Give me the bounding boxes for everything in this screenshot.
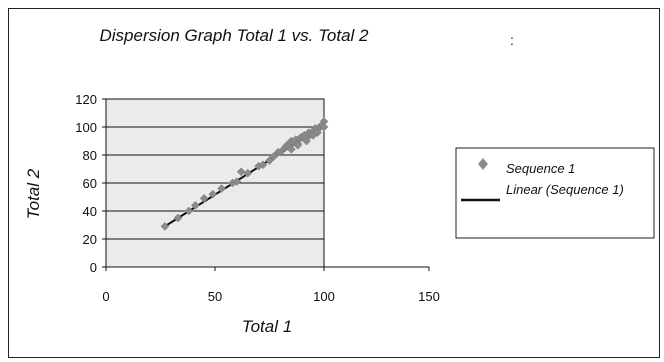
x-tick-label-50: 50 [208,289,222,304]
data-point [184,206,194,216]
legend-label-trendline: Linear (Sequence 1) [506,182,624,197]
legend-marker-sequence-1 [478,158,488,170]
data-point [319,122,329,132]
data-point [160,222,170,231]
data-point [293,140,303,150]
legend-box [455,147,655,239]
x-tick-labels: 0 50 100 150 [102,267,440,304]
scatter-chart: Dispersion Graph Total 1 vs. Total 2 : 0… [24,26,655,336]
data-point [243,168,253,178]
data-point [217,184,226,193]
data-point [269,152,279,161]
data-point [276,147,285,157]
x-axis-title: Total 1 [242,317,292,336]
gridlines [106,126,324,240]
y-tick-label-60: 60 [83,176,97,191]
data-point [191,201,200,210]
data-point [258,160,268,170]
chart-title: Dispersion Graph Total 1 vs. Total 2 [100,26,370,45]
stray-mark: : [510,32,514,48]
y-tick-label-40: 40 [83,204,97,219]
data-point [173,213,183,223]
y-axis-title: Total 2 [24,168,43,219]
legend-label-sequence-1: Sequence 1 [506,161,575,176]
chart-frame: Dispersion Graph Total 1 vs. Total 2 : 0… [8,8,660,358]
y-tick-label-80: 80 [83,148,97,163]
x-tick-label-0: 0 [102,289,109,304]
data-point [236,167,246,177]
data-point [232,177,242,186]
y-tick-label-100: 100 [75,120,97,135]
data-points [160,117,329,231]
data-point [208,189,218,199]
x-tick-label-100: 100 [313,289,335,304]
y-tick-labels: 0 20 40 60 80 100 120 [75,92,106,275]
legend: Sequence 1 Linear (Sequence 1) [455,147,655,239]
data-point [313,128,322,137]
y-tick-label-120: 120 [75,92,97,107]
y-tick-label-20: 20 [83,232,97,247]
data-point [199,194,209,203]
data-point [286,145,296,154]
y-tick-label-0: 0 [90,260,97,275]
data-point [265,156,274,165]
x-tick-label-150: 150 [418,289,440,304]
data-point [302,136,311,146]
